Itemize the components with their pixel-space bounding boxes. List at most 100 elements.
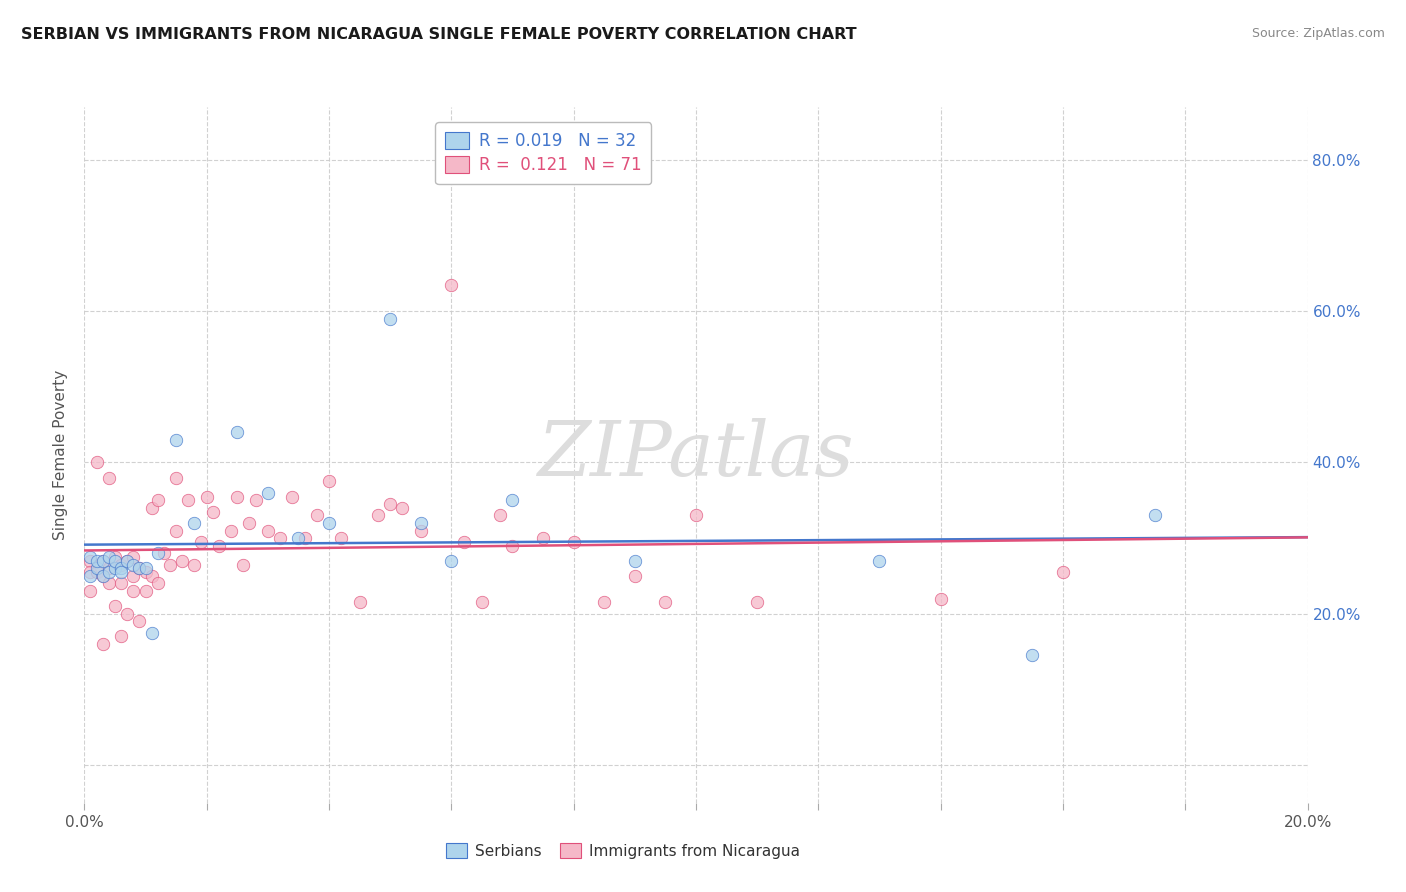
Point bbox=[257, 524, 280, 538]
Point bbox=[79, 565, 101, 579]
Point bbox=[367, 508, 389, 523]
Point bbox=[141, 625, 163, 640]
Point bbox=[128, 561, 150, 575]
Point bbox=[128, 615, 150, 629]
Point bbox=[97, 470, 120, 484]
Point bbox=[104, 561, 127, 575]
Point bbox=[122, 558, 145, 572]
Point bbox=[146, 576, 169, 591]
Point bbox=[1021, 648, 1043, 663]
Point bbox=[245, 493, 267, 508]
Point bbox=[86, 554, 108, 568]
Point bbox=[318, 516, 340, 530]
Point bbox=[287, 531, 309, 545]
Point bbox=[219, 524, 242, 538]
Point bbox=[79, 554, 101, 568]
Point bbox=[115, 554, 138, 568]
Point bbox=[183, 558, 205, 572]
Y-axis label: Single Female Poverty: Single Female Poverty bbox=[53, 370, 69, 540]
Point bbox=[79, 549, 101, 564]
Point bbox=[91, 637, 114, 651]
Point bbox=[146, 493, 169, 508]
Point bbox=[440, 554, 463, 568]
Point bbox=[453, 534, 475, 549]
Point bbox=[502, 493, 524, 508]
Point bbox=[110, 576, 132, 591]
Point bbox=[97, 549, 120, 564]
Point bbox=[110, 558, 132, 572]
Point bbox=[165, 524, 187, 538]
Text: ZIPatlas: ZIPatlas bbox=[537, 418, 855, 491]
Point bbox=[226, 425, 249, 440]
Point bbox=[97, 561, 120, 575]
Point bbox=[79, 584, 101, 599]
Point bbox=[929, 591, 952, 606]
Point bbox=[104, 549, 127, 564]
Point bbox=[471, 595, 494, 609]
Point bbox=[869, 554, 891, 568]
Point bbox=[172, 554, 194, 568]
Point bbox=[159, 558, 181, 572]
Text: SERBIAN VS IMMIGRANTS FROM NICARAGUA SINGLE FEMALE POVERTY CORRELATION CHART: SERBIAN VS IMMIGRANTS FROM NICARAGUA SIN… bbox=[21, 27, 856, 42]
Point bbox=[440, 277, 463, 292]
Point bbox=[409, 516, 432, 530]
Point bbox=[135, 565, 157, 579]
Point bbox=[747, 595, 769, 609]
Point bbox=[685, 508, 707, 523]
Point bbox=[104, 599, 127, 614]
Point bbox=[1052, 565, 1074, 579]
Point bbox=[502, 539, 524, 553]
Point bbox=[115, 607, 138, 621]
Point bbox=[349, 595, 371, 609]
Point bbox=[110, 629, 132, 643]
Point bbox=[141, 500, 163, 515]
Point bbox=[624, 569, 647, 583]
Point bbox=[135, 584, 157, 599]
Point bbox=[115, 554, 138, 568]
Text: Source: ZipAtlas.com: Source: ZipAtlas.com bbox=[1251, 27, 1385, 40]
Point bbox=[183, 516, 205, 530]
Point bbox=[104, 554, 127, 568]
Point bbox=[86, 455, 108, 469]
Point bbox=[86, 565, 108, 579]
Point bbox=[208, 539, 231, 553]
Point bbox=[190, 534, 212, 549]
Point bbox=[1143, 508, 1166, 523]
Point bbox=[409, 524, 432, 538]
Point bbox=[79, 569, 101, 583]
Point bbox=[122, 549, 145, 564]
Point bbox=[562, 534, 585, 549]
Point bbox=[91, 569, 114, 583]
Point bbox=[110, 561, 132, 575]
Point bbox=[122, 584, 145, 599]
Point bbox=[165, 433, 187, 447]
Point bbox=[318, 475, 340, 489]
Point bbox=[86, 561, 108, 575]
Legend: Serbians, Immigrants from Nicaragua: Serbians, Immigrants from Nicaragua bbox=[440, 837, 806, 864]
Point bbox=[97, 576, 120, 591]
Point bbox=[97, 565, 120, 579]
Point bbox=[226, 490, 249, 504]
Point bbox=[380, 497, 402, 511]
Point bbox=[391, 500, 413, 515]
Point bbox=[593, 595, 616, 609]
Point bbox=[257, 485, 280, 500]
Point bbox=[141, 569, 163, 583]
Point bbox=[91, 554, 114, 568]
Point bbox=[281, 490, 304, 504]
Point bbox=[380, 311, 402, 326]
Point bbox=[146, 546, 169, 560]
Point bbox=[165, 470, 187, 484]
Point bbox=[153, 546, 176, 560]
Point bbox=[330, 531, 353, 545]
Point bbox=[128, 561, 150, 575]
Point bbox=[177, 493, 200, 508]
Point bbox=[201, 505, 224, 519]
Point bbox=[238, 516, 260, 530]
Point bbox=[305, 508, 328, 523]
Point bbox=[195, 490, 218, 504]
Point bbox=[269, 531, 291, 545]
Point bbox=[654, 595, 676, 609]
Point bbox=[624, 554, 647, 568]
Point bbox=[232, 558, 254, 572]
